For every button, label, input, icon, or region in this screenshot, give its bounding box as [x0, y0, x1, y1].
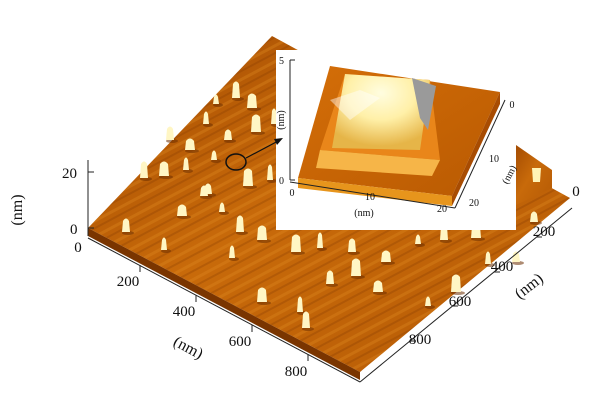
z-tick-0: 0 — [70, 222, 78, 238]
inset-x-tick-20: 20 — [437, 204, 447, 215]
surface-peak — [373, 280, 383, 292]
y-tick-800: 800 — [409, 332, 432, 348]
inset-z-axis-label: (nm) — [276, 110, 287, 129]
surface-peak — [122, 218, 130, 232]
surface-peak — [183, 157, 189, 170]
surface-peak — [224, 129, 232, 140]
main-axes — [87, 160, 573, 383]
x-tick-400: 400 — [173, 304, 196, 320]
surface-peak — [243, 168, 253, 186]
z-axis-label: (nm) — [9, 194, 26, 225]
surface-peak — [203, 111, 209, 124]
surface-peak — [161, 237, 167, 250]
surface-peak — [213, 94, 219, 104]
surface-peak — [219, 202, 225, 212]
surface-peak — [326, 270, 334, 284]
x-tick-0: 0 — [74, 240, 82, 256]
surface-peak — [291, 234, 301, 252]
surface-peak — [200, 185, 208, 196]
surface-peak — [485, 251, 491, 264]
surface-peak — [530, 211, 538, 222]
surface-peak — [251, 114, 261, 132]
surface-peak — [297, 296, 303, 312]
inset-x-tick-0: 0 — [290, 188, 295, 199]
inset-x-axis-label: (nm) — [354, 208, 373, 219]
surface-peak — [425, 296, 431, 306]
surface-peak — [159, 161, 169, 176]
surface-peak — [140, 161, 148, 178]
surface-peak — [451, 274, 461, 292]
surface-peak — [415, 234, 421, 244]
inset-x-tick-10: 10 — [365, 192, 375, 203]
surface-peak — [236, 215, 244, 232]
y-tick-400: 400 — [491, 259, 514, 275]
inset-y-tick-20: 20 — [469, 198, 479, 209]
surface-peak — [232, 81, 240, 98]
surface-peak — [351, 258, 361, 276]
x-tick-600: 600 — [229, 334, 252, 350]
inset-panel — [276, 50, 552, 230]
surface-peak — [348, 238, 356, 252]
x-tick-800: 800 — [285, 364, 308, 380]
surface-peak — [381, 250, 391, 262]
surface-peak — [185, 138, 195, 150]
y-tick-600: 600 — [449, 294, 472, 310]
surface-peak — [229, 245, 235, 258]
surface-peak — [177, 204, 187, 216]
x-tick-200: 200 — [117, 274, 140, 290]
surface-peak — [166, 126, 174, 140]
inset-y-tick-10: 10 — [489, 154, 499, 165]
y-tick-200: 200 — [533, 224, 556, 240]
z-tick-20: 20 — [62, 166, 77, 182]
surface-peak — [512, 251, 520, 262]
y-axis-label: (nm) — [512, 270, 547, 303]
surface-peak — [271, 108, 277, 124]
surface-peak — [257, 225, 267, 240]
surface-peak — [317, 232, 323, 248]
inset-z-tick-5: 5 — [279, 56, 284, 67]
inset-z-tick-0: 0 — [279, 176, 284, 187]
surface-peak — [211, 150, 217, 160]
surface-peak — [267, 164, 273, 180]
inset-y-tick-0: 0 — [510, 100, 515, 111]
surface-peak — [247, 93, 257, 108]
surface-peak — [302, 311, 310, 328]
surface-features — [122, 81, 542, 331]
x-axis-label: (nm) — [170, 333, 205, 363]
surface-peak — [257, 287, 267, 302]
callout-pointer — [225, 138, 283, 171]
y-tick-0: 0 — [572, 184, 580, 200]
